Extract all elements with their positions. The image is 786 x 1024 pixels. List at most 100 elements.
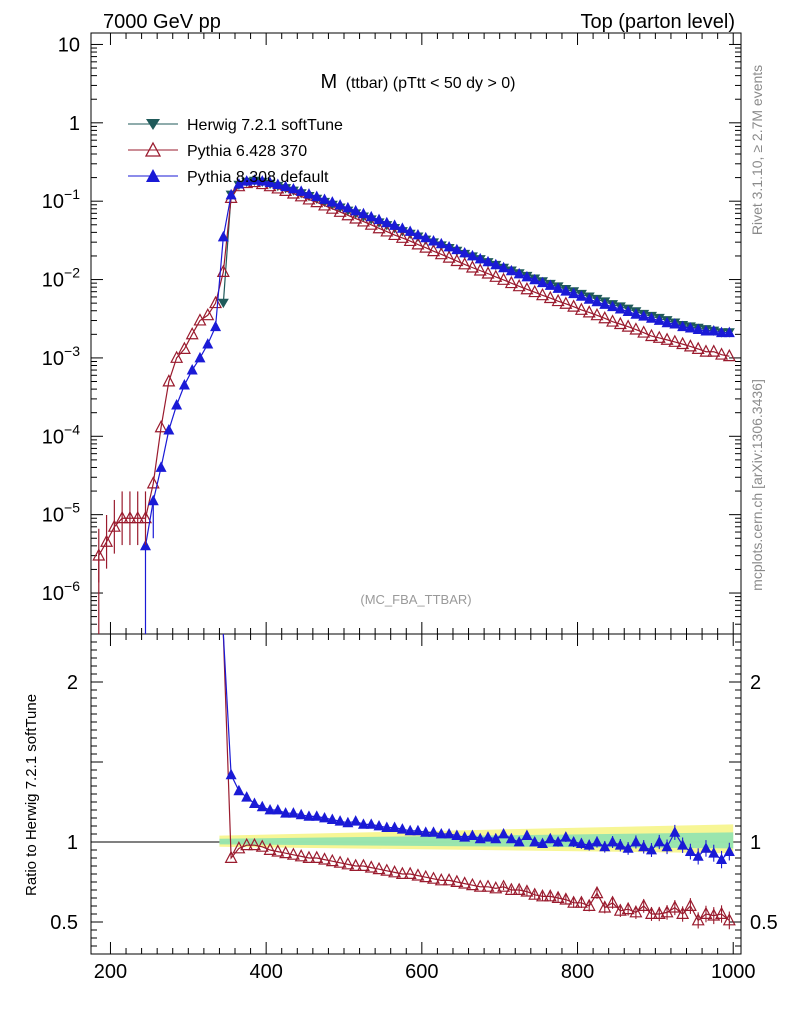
ratio-point xyxy=(233,784,245,796)
ratio-point xyxy=(691,913,705,926)
data-point xyxy=(217,298,229,309)
ratio-point xyxy=(294,849,308,862)
ratio-point xyxy=(333,855,347,868)
data-point xyxy=(396,222,408,233)
ratio-point xyxy=(279,845,293,859)
data-point xyxy=(574,302,588,315)
ratio-point xyxy=(302,850,316,863)
data-point xyxy=(606,314,620,327)
ratio-point xyxy=(536,889,549,902)
data-point xyxy=(450,253,464,267)
data-point xyxy=(560,285,572,296)
ratio-y-tick-label-right: 0.5 xyxy=(750,912,778,934)
ratio-point xyxy=(474,832,486,844)
ratio-point xyxy=(543,889,557,902)
ratio-point xyxy=(287,807,299,818)
ratio-point xyxy=(357,818,369,829)
data-point xyxy=(202,338,214,349)
ratio-point xyxy=(240,837,254,851)
ratio-point xyxy=(263,842,277,855)
ratio-y-tick-label: 0.5 xyxy=(50,912,78,934)
data-point xyxy=(318,198,332,211)
data-point xyxy=(683,339,697,352)
data-point xyxy=(466,249,478,261)
ratio-point xyxy=(295,808,307,820)
ratio-point xyxy=(528,887,542,900)
data-point xyxy=(528,284,542,298)
data-point xyxy=(395,230,409,243)
ratio-point xyxy=(567,895,581,908)
ratio-point xyxy=(310,850,324,863)
data-point xyxy=(583,293,595,304)
data-point xyxy=(295,185,307,196)
data-point xyxy=(590,307,604,321)
ratio-point xyxy=(707,908,721,921)
data-point xyxy=(716,326,728,338)
ratio-point xyxy=(715,906,729,919)
data-point xyxy=(551,293,565,307)
data-point xyxy=(442,250,456,263)
data-point xyxy=(241,175,253,186)
data-point xyxy=(178,379,190,390)
ratio-point xyxy=(286,847,300,860)
data-point xyxy=(435,237,447,249)
data-point xyxy=(630,308,642,319)
data-point xyxy=(342,201,354,213)
y-tick-label: 10−3 xyxy=(42,343,80,370)
data-point xyxy=(638,310,650,321)
data-point xyxy=(334,199,346,210)
ratio-point xyxy=(699,906,713,919)
data-point xyxy=(381,216,393,228)
data-point xyxy=(521,270,533,282)
ratio-point xyxy=(536,837,548,848)
ratio-point xyxy=(342,816,354,828)
ratio-point xyxy=(552,835,564,847)
ratio-point xyxy=(544,832,556,844)
ratio-point xyxy=(450,874,464,887)
ratio-point xyxy=(512,882,526,895)
data-point xyxy=(575,290,587,301)
legend-label-pythia8: Pythia 8.308 default xyxy=(187,169,329,186)
data-point xyxy=(264,176,276,188)
data-point xyxy=(171,399,183,410)
data-point xyxy=(692,323,704,334)
data-point xyxy=(543,290,557,304)
plot-title: M (ttbar) (pTtt < 50 dy > 0) xyxy=(321,71,516,93)
ratio-point xyxy=(722,913,736,926)
ratio-point xyxy=(590,885,604,899)
ratio-point xyxy=(637,898,651,911)
data-point xyxy=(715,347,729,360)
data-point xyxy=(357,207,369,219)
data-point xyxy=(536,276,548,288)
ratio-point xyxy=(692,850,704,861)
y-tick-label: 10 xyxy=(58,34,80,56)
header-collider: 7000 GeV pp xyxy=(103,11,221,33)
data-point xyxy=(280,180,292,192)
data-point xyxy=(451,243,463,255)
ratio-point xyxy=(521,829,533,840)
data-point xyxy=(389,219,401,230)
ratio-point xyxy=(365,818,377,829)
ratio-y-tick-label: 2 xyxy=(67,672,78,694)
data-point xyxy=(319,193,331,204)
ratio-point xyxy=(645,843,657,855)
ratio-point xyxy=(607,835,619,847)
ratio-point xyxy=(419,869,433,883)
ratio-point xyxy=(630,835,642,847)
ratio-point xyxy=(241,791,253,802)
data-point xyxy=(210,320,222,332)
data-point xyxy=(559,296,573,309)
data-point xyxy=(504,275,518,289)
ratio-point xyxy=(700,842,712,853)
ratio-point xyxy=(442,873,456,886)
ratio-point xyxy=(434,873,448,886)
data-point xyxy=(272,178,284,189)
ratio-point xyxy=(349,858,363,871)
ratio-point xyxy=(311,810,323,821)
mcplots-label: mcplots.cern.ch [arXiv:1306.3436] xyxy=(749,379,765,591)
ratio-point xyxy=(255,839,269,852)
data-point xyxy=(412,228,424,240)
x-tick-label: 400 xyxy=(249,961,282,983)
data-point xyxy=(684,322,696,333)
data-point xyxy=(209,295,223,309)
